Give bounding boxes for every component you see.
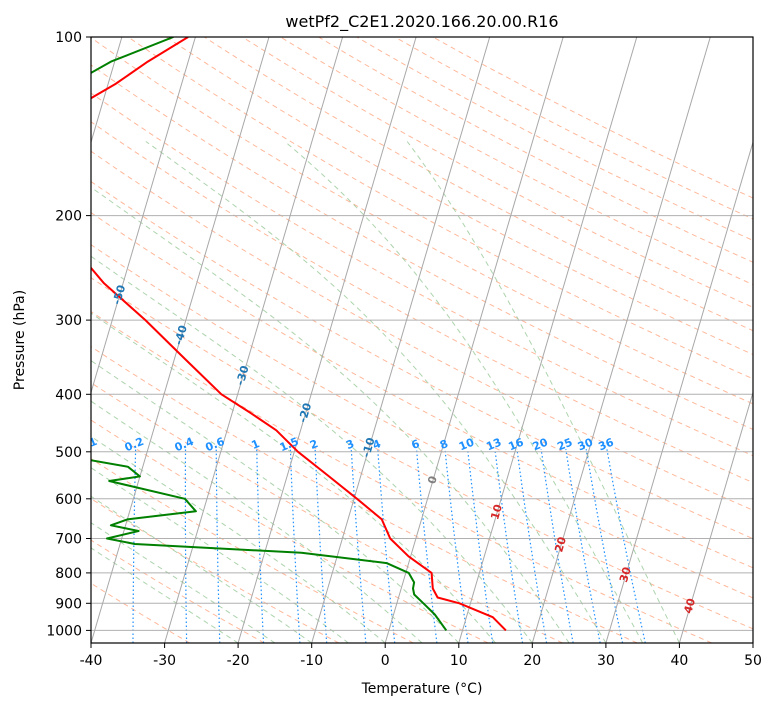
isotherm-line: [237, 37, 417, 643]
mixing-ratio-line: [467, 449, 494, 643]
mixing-ratio-line: [516, 449, 548, 643]
dry-adiabat: [91, 310, 712, 643]
isotherm-line: [91, 37, 123, 144]
dry-adiabat: [91, 346, 638, 643]
mixing-ratio-line: [565, 449, 601, 643]
mixing-ratio-label: 2: [308, 437, 320, 452]
x-tick-label: -10: [300, 653, 323, 669]
mixing-ratio-line: [494, 449, 524, 643]
mixing-ratio-lines: [132, 449, 646, 643]
dry-adiabat: [204, 37, 753, 332]
x-tick-label: 30: [597, 653, 615, 669]
isotherm-label: -20: [296, 401, 314, 424]
mixing-ratio-label: 25: [555, 436, 574, 454]
dry-adiabats: [91, 37, 753, 643]
dry-adiabat: [91, 37, 753, 405]
dry-adiabat: [91, 539, 265, 643]
mixing-ratio-label: 16: [506, 436, 525, 454]
y-tick-label: 200: [55, 209, 82, 225]
y-axis-label: Pressure (hPa): [12, 290, 28, 390]
isotherm-label: 40: [681, 596, 698, 615]
x-tick-label: 0: [381, 653, 390, 669]
plot-frame: [90, 36, 754, 644]
isotherm-line: [91, 37, 196, 395]
isotherm-line: [311, 37, 491, 643]
isotherm-label: -40: [172, 323, 190, 346]
y-tick-label: 700: [55, 532, 82, 548]
y-tick-label: 100: [55, 30, 82, 46]
x-tick-label: 50: [744, 653, 762, 669]
x-tick-label: 40: [670, 653, 688, 669]
dry-adiabat: [91, 382, 563, 643]
mixing-ratio-label: 1: [250, 437, 262, 452]
isotherm-line: [531, 37, 711, 643]
mixing-ratio-label: 20: [531, 436, 550, 454]
isotherm-label: 30: [617, 565, 634, 584]
mixing-ratio-label: 30: [576, 436, 595, 454]
isotherm-line: [384, 37, 564, 643]
x-tick-label: 20: [523, 653, 541, 669]
mixing-ratio-line: [606, 449, 646, 643]
isotherm-label: -50: [110, 283, 128, 306]
pressure-gridlines: [91, 37, 753, 631]
dewpoint-profile: [91, 37, 448, 631]
mixing-ratio-line: [540, 449, 574, 643]
dry-adiabat: [280, 37, 753, 286]
isotherm-line: [458, 37, 638, 643]
mixing-ratio-label: 10: [457, 436, 476, 454]
y-tick-label: 400: [55, 387, 82, 403]
y-tick-label: 800: [55, 566, 82, 582]
dry-adiabat: [91, 244, 753, 599]
x-tick-label: 10: [450, 653, 468, 669]
y-tick-label: 1000: [46, 623, 82, 639]
mixing-ratio-label: 36: [597, 436, 616, 454]
isotherm-line: [605, 140, 753, 643]
mixing-ratio-label: 13: [484, 436, 503, 454]
isotherm-label: -30: [234, 364, 252, 387]
isotherm-label: 0: [425, 474, 440, 485]
mixing-ratio-label: 0.1: [76, 435, 99, 454]
x-axis-label: Temperature (°C): [361, 681, 483, 697]
chart-title: wetPf2_C2E1.2020.166.20.00.R16: [285, 12, 558, 32]
mixing-ratio-label: 3: [344, 437, 356, 452]
y-tick-label: 500: [55, 445, 82, 461]
dry-adiabat: [91, 582, 190, 643]
isotherm-label: -10: [360, 436, 378, 459]
mixing-ratio-line: [585, 449, 624, 643]
dry-adiabat: [127, 37, 753, 380]
y-tick-label: 900: [55, 596, 82, 612]
y-axis: 100 200 300 400 500 600 700 800 900 1000: [46, 30, 91, 639]
isotherm-label: 10: [488, 503, 505, 522]
dry-adiabat: [91, 150, 753, 511]
mixing-ratio-label: 8: [438, 437, 450, 452]
dry-adiabat: [91, 92, 753, 457]
dry-adiabat: [91, 277, 753, 630]
y-tick-label: 300: [55, 313, 82, 329]
temperature-profile: [91, 37, 507, 632]
isotherm-label: 20: [552, 535, 569, 554]
profile-lines: [91, 37, 507, 632]
y-tick-label: 600: [55, 492, 82, 508]
x-tick-label: -30: [153, 653, 176, 669]
isotherm-line: [164, 37, 344, 643]
x-axis: -40 -30 -20 -10 0 10 20 30 40 50: [80, 643, 762, 669]
x-tick-label: -20: [227, 653, 250, 669]
isotherm-line: [678, 390, 753, 643]
x-tick-label: -40: [80, 653, 103, 669]
dry-adiabat: [91, 419, 489, 643]
